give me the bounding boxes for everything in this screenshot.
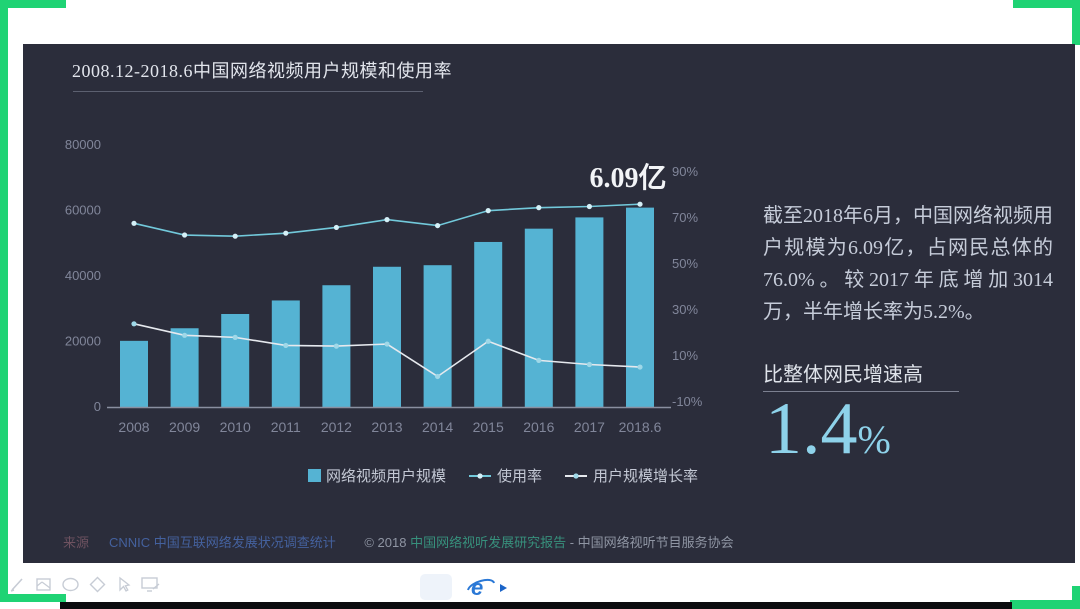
frame-corner-top-left xyxy=(0,0,66,8)
svg-text:0: 0 xyxy=(94,399,101,414)
screen-share-icon[interactable] xyxy=(140,575,162,594)
svg-text:2018.6: 2018.6 xyxy=(619,419,662,435)
svg-text:e: e xyxy=(471,575,483,600)
frame-corner-top-right-v xyxy=(1072,0,1080,45)
frame-corner-bottom-right-v xyxy=(1072,586,1080,609)
frame-left-edge xyxy=(0,0,8,602)
svg-text:30%: 30% xyxy=(672,302,698,317)
line-swatch-icon xyxy=(469,472,492,479)
svg-text:40000: 40000 xyxy=(65,268,101,283)
source-label: 来源 xyxy=(63,535,90,550)
frame-corner-bottom-left xyxy=(0,594,66,602)
copyright-report-name: 中国网络视听发展研究报告 xyxy=(410,535,567,550)
legend-item-usage-rate: 使用率 xyxy=(468,465,542,486)
svg-text:50%: 50% xyxy=(672,256,698,271)
frame-corner-bottom-right xyxy=(1010,600,1080,609)
highlight-value: 1.4 xyxy=(765,388,858,470)
svg-text:2008: 2008 xyxy=(118,419,149,435)
title-underline xyxy=(73,91,423,92)
annotation-toolbar xyxy=(8,575,162,594)
highlight-number: 1.4% xyxy=(765,390,891,479)
copyright-suffix: - 中国网络视听节目服务协会 xyxy=(566,535,734,550)
svg-text:20000: 20000 xyxy=(65,334,101,349)
taskbar-strip xyxy=(60,602,1012,609)
chart: 0 20000 40000 60000 80000 90% 70% 50% 30% 10% -10%… xyxy=(65,137,703,435)
line-swatch-icon xyxy=(565,472,588,479)
slide-title: 2008.12-2018.6中国网络视频用户规模和使用率 xyxy=(72,61,452,81)
svg-text:2017: 2017 xyxy=(574,419,605,435)
footer-source: 来源 CNNIC 中国互联网络发展状况调查统计 xyxy=(63,532,336,551)
svg-text:2009: 2009 xyxy=(169,419,200,435)
legend-label: 用户规模增长率 xyxy=(593,468,699,485)
svg-text:2014: 2014 xyxy=(422,419,453,435)
svg-text:2016: 2016 xyxy=(523,419,554,435)
svg-text:60000: 60000 xyxy=(65,203,101,218)
svg-text:10%: 10% xyxy=(672,348,698,363)
chart-annotation: 6.09亿 xyxy=(589,163,667,194)
internet-explorer-icon[interactable]: e xyxy=(466,574,496,602)
svg-text:90%: 90% xyxy=(672,164,698,179)
pen-icon[interactable] xyxy=(8,575,27,594)
legend-item-user-scale: 网络视频用户规模 xyxy=(308,465,446,486)
highlight-blob xyxy=(420,574,452,600)
svg-text:2015: 2015 xyxy=(473,419,504,435)
ellipse-icon[interactable] xyxy=(60,575,81,594)
legend-label: 网络视频用户规模 xyxy=(326,468,447,485)
copyright-prefix: © 2018 xyxy=(364,535,411,550)
footer-copyright: © 2018 中国网络视听发展研究报告 - 中国网络视听节目服务协会 xyxy=(23,532,1075,551)
svg-text:80000: 80000 xyxy=(65,137,101,152)
highlight-underline xyxy=(763,391,959,392)
bar-swatch-icon xyxy=(308,469,321,482)
svg-text:2011: 2011 xyxy=(271,419,301,435)
highlight-unit: % xyxy=(857,417,891,462)
source-text: CNNIC 中国互联网络发展状况调查统计 xyxy=(109,535,336,550)
cursor-icon[interactable] xyxy=(114,575,133,594)
legend-item-growth-rate: 用户规模增长率 xyxy=(564,465,698,486)
frame-corner-top-right xyxy=(1013,0,1080,8)
play-arrow-icon[interactable] xyxy=(500,584,507,592)
svg-text:2013: 2013 xyxy=(371,419,402,435)
svg-text:-10%: -10% xyxy=(672,394,703,409)
svg-text:2012: 2012 xyxy=(321,419,352,435)
summary-paragraph: 截至2018年6月，中国网络视频用户规模为6.09亿，占网民总体的76.0%。较… xyxy=(763,205,1053,323)
svg-text:2010: 2010 xyxy=(220,419,251,435)
image-icon[interactable] xyxy=(34,575,53,594)
legend-label: 使用率 xyxy=(497,468,543,485)
slide: 2008.12-2018.6中国网络视频用户规模和使用率 0 20000 40000… xyxy=(23,44,1075,563)
svg-text:70%: 70% xyxy=(672,210,698,225)
highlight-title: 比整体网民增速高 xyxy=(763,364,923,386)
chart-legend: 网络视频用户规模 使用率 用户规模增长率 xyxy=(308,465,698,486)
diamond-icon[interactable] xyxy=(88,575,107,594)
